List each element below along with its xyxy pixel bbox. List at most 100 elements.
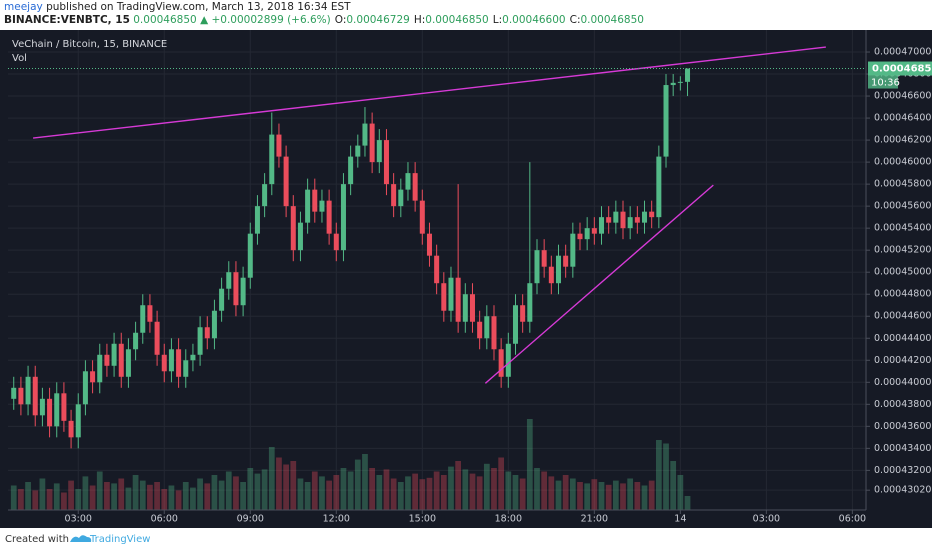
candle-body — [484, 316, 490, 339]
volume-bar — [290, 461, 297, 510]
candle-body — [498, 349, 504, 377]
volume-bar — [154, 482, 160, 510]
volume-bar — [247, 468, 254, 510]
volume-bar — [104, 482, 110, 510]
candle-body — [133, 332, 139, 350]
price-label-box — [868, 61, 932, 76]
volume-bar — [541, 471, 548, 510]
volume-bar — [605, 484, 612, 510]
y-tick-label: 0.00045800 — [874, 179, 931, 190]
y-tick-label: 0.00043200 — [874, 465, 931, 476]
volume-bar — [684, 496, 691, 510]
candle-body — [477, 321, 483, 339]
candle-body — [362, 123, 368, 146]
quote-value: 0.00046850 — [580, 14, 643, 26]
volume-bar — [505, 471, 512, 510]
candle-body — [161, 354, 167, 372]
volume-bar — [627, 478, 634, 510]
volume-bar — [190, 487, 196, 510]
candle-body — [419, 200, 425, 234]
candle-body — [376, 140, 382, 163]
volume-bar — [376, 475, 383, 510]
volume-bar — [670, 461, 677, 510]
x-tick-label: 03:00 — [753, 514, 780, 525]
volume-bar — [225, 471, 232, 510]
countdown-box — [868, 75, 898, 89]
candle-body — [398, 189, 404, 207]
candle-body — [197, 327, 203, 355]
volume-bar — [591, 479, 598, 510]
volume-bar — [147, 484, 153, 510]
candle-body — [240, 277, 246, 306]
volume-bar — [383, 469, 390, 510]
volume-bar — [211, 475, 218, 510]
last: 0.00046850 — [133, 14, 196, 26]
y-tick-label: 0.00043800 — [874, 399, 931, 410]
candle-body — [254, 206, 260, 234]
volume-bar — [491, 468, 497, 510]
volume-bar — [276, 457, 282, 510]
candle-body — [290, 206, 296, 251]
y-tick-label: 0.00046000 — [874, 157, 931, 168]
volume-bar — [577, 482, 583, 510]
quote-value: 0.00046850 — [425, 14, 488, 26]
y-tick-label: 0.00044800 — [874, 289, 931, 300]
volume-bar — [304, 482, 311, 510]
change: +0.00002899 (+6.6%) — [211, 14, 330, 26]
candle-body — [527, 283, 533, 322]
footer-bg — [0, 528, 932, 550]
published: published on TradingView.com, March 13, … — [46, 1, 351, 13]
candle-body — [548, 266, 554, 284]
volume-bar — [175, 490, 182, 510]
candle-body — [61, 393, 67, 421]
candle-body — [176, 349, 182, 377]
volume-bar — [96, 471, 103, 510]
candle-body — [297, 222, 303, 251]
candle-body — [204, 327, 210, 339]
candle-body — [462, 294, 468, 322]
volume-bar — [555, 480, 562, 510]
volume-bar — [53, 483, 60, 510]
candle-body — [340, 184, 346, 251]
candle-body — [505, 343, 511, 377]
y-tick-label: 0.00045200 — [874, 245, 931, 256]
candle-body — [670, 82, 676, 86]
x-tick-label: 14 — [674, 514, 686, 525]
volume-bar — [118, 478, 125, 510]
candle-body — [68, 420, 74, 438]
y-tick-label: 0.00045400 — [874, 223, 931, 234]
volume-bar — [369, 468, 375, 510]
candle-body — [369, 123, 375, 163]
x-tick-label: 12:00 — [323, 514, 350, 525]
volume-bar — [390, 478, 397, 510]
candle-body — [147, 305, 153, 322]
volume-bar — [75, 489, 82, 510]
y-tick-label: 0.00047000 — [874, 47, 931, 58]
candle-body — [441, 283, 447, 311]
x-tick-label: 09:00 — [237, 514, 264, 525]
volume-bar — [634, 482, 641, 510]
y-tick-label: 0.00044000 — [874, 377, 931, 388]
candle-body — [606, 217, 612, 223]
volume-bar — [462, 469, 469, 510]
volume-bar — [261, 469, 268, 510]
volume-bar — [405, 476, 411, 510]
footer-created: Created with — [5, 534, 69, 545]
candle-body — [577, 233, 583, 240]
x-tick-label: 18:00 — [495, 514, 522, 525]
candle-body — [412, 173, 418, 201]
candle-body — [183, 360, 189, 377]
volume-bar — [39, 478, 46, 510]
y-tick-label: 0.00044400 — [874, 333, 931, 344]
volume-bar — [584, 483, 591, 510]
chart-title: VeChain / Bitcoin, 15, BINANCE — [12, 39, 167, 50]
quote-label: L: — [493, 14, 502, 26]
volume-bar — [283, 464, 289, 510]
candle-body — [656, 156, 662, 218]
symbol: BINANCE:VENBTC, 15 — [4, 14, 130, 26]
quote-label: H: — [414, 14, 425, 26]
volume-bar — [132, 475, 139, 510]
volume-bar — [311, 471, 318, 510]
